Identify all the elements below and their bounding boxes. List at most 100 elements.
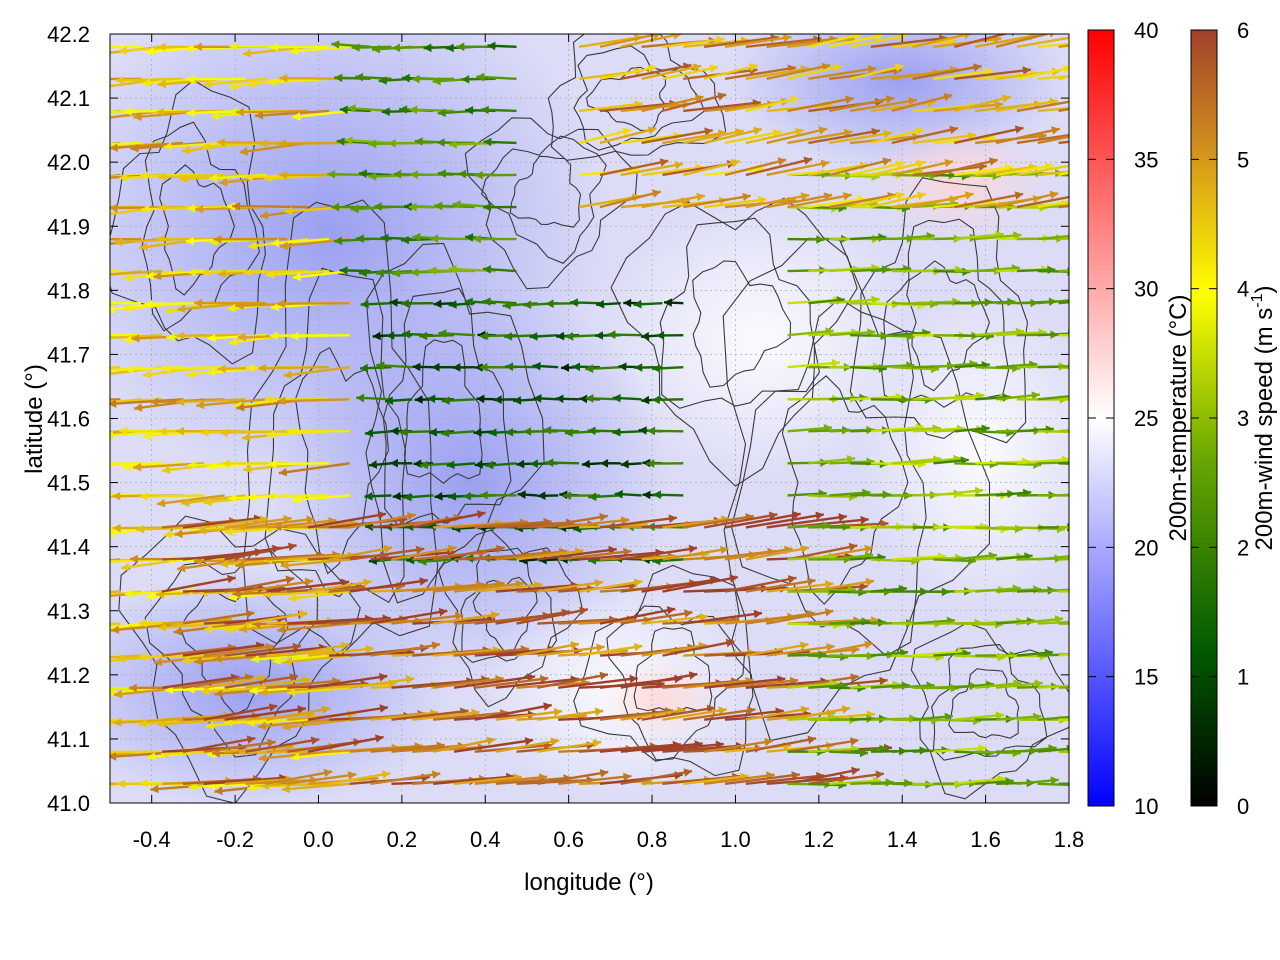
wind-label-main: 200m-wind speed (m s xyxy=(1251,308,1278,551)
wind-vector-head xyxy=(182,146,191,155)
wind-vector-head xyxy=(62,753,70,762)
wind-vector-head xyxy=(179,174,188,184)
wind-vector-head xyxy=(194,298,203,308)
wind-vector xyxy=(995,34,1052,48)
wind-vector-head xyxy=(579,606,588,616)
wind-vector-head xyxy=(145,47,154,56)
wind-vector xyxy=(1058,171,1069,177)
wind-vector-head xyxy=(358,169,367,178)
wind-vector xyxy=(272,654,330,663)
wind-vector xyxy=(787,706,851,721)
wind-vector-head xyxy=(543,702,552,711)
wind-vector xyxy=(599,743,681,753)
wind-vector xyxy=(266,707,331,721)
wind-vector-head xyxy=(753,609,762,619)
wind-vector xyxy=(558,676,638,689)
wind-vector-head xyxy=(355,72,364,82)
wind-vector-head xyxy=(545,458,554,467)
wind-vector xyxy=(933,489,984,497)
wind-vector-head xyxy=(412,362,421,372)
colorbar-tick-label: 15 xyxy=(1134,665,1158,690)
wind-vector-head xyxy=(237,332,246,342)
wind-vector xyxy=(870,128,925,145)
wind-vector xyxy=(975,330,1024,337)
wind-vector-head xyxy=(381,107,390,116)
wind-vector xyxy=(662,65,719,81)
wind-vector-head xyxy=(139,492,148,501)
wind-vector-head xyxy=(403,202,412,211)
wind-vector xyxy=(280,558,350,568)
wind-vector xyxy=(474,775,548,785)
wind-vector-head xyxy=(224,527,233,537)
wind-vector xyxy=(1037,555,1069,561)
wind-vector-head xyxy=(1014,125,1024,134)
wind-vector xyxy=(110,237,142,241)
wind-vector-head xyxy=(98,370,106,379)
wind-vector xyxy=(891,126,959,145)
wind-vector-head xyxy=(850,737,859,746)
wind-vector xyxy=(287,590,350,601)
wind-vector xyxy=(808,129,881,145)
wind-vector xyxy=(110,398,184,406)
wind-vector-head xyxy=(915,127,924,136)
wind-vector xyxy=(158,622,225,630)
wind-vector-head xyxy=(232,201,241,211)
wind-vector xyxy=(537,740,602,753)
wind-vector-head xyxy=(249,686,258,695)
wind-vector-head xyxy=(401,235,409,245)
wind-vector-head xyxy=(974,486,984,496)
wind-vector-head xyxy=(140,171,148,180)
wind-vector xyxy=(224,718,288,724)
wind-speed-colorbar-ticks: 0 1 2 3 4 5 6 xyxy=(1191,18,1249,819)
wind-vector-head xyxy=(483,202,491,212)
wind-vector-head xyxy=(656,331,665,340)
wind-vector xyxy=(704,198,767,209)
wind-vector-head xyxy=(279,170,288,180)
wind-vector xyxy=(266,580,350,593)
wind-vector-head xyxy=(129,554,138,564)
wind-vector-head xyxy=(543,425,552,435)
wind-vector-head xyxy=(363,578,372,587)
wind-vector xyxy=(724,35,792,49)
wind-vector-head xyxy=(225,625,234,634)
wind-vector xyxy=(307,616,391,625)
wind-vector-head xyxy=(214,689,223,698)
wind-vector xyxy=(724,678,799,689)
wind-vector xyxy=(891,67,959,81)
wind-label-sup: -1 xyxy=(1249,293,1266,307)
wind-vector-head xyxy=(647,64,657,74)
wind-vector xyxy=(828,34,884,48)
wind-vector-head xyxy=(165,685,174,695)
wind-vector xyxy=(224,577,295,593)
wind-vector xyxy=(641,615,708,625)
wind-vector-head xyxy=(563,491,571,500)
wind-vector-head xyxy=(207,367,216,377)
wind-vector xyxy=(620,769,693,785)
wind-vector xyxy=(995,331,1047,337)
wind-vector-head xyxy=(1123,195,1131,204)
wind-vector-head xyxy=(355,234,364,243)
wind-vector xyxy=(1058,782,1069,785)
wind-vector-head xyxy=(219,177,228,187)
wind-vector-head xyxy=(599,769,609,778)
wind-vector-head xyxy=(336,137,345,146)
wind-vector-head xyxy=(452,200,461,209)
wind-vector xyxy=(787,361,841,369)
contour-line xyxy=(849,177,1029,444)
wind-vector-head xyxy=(278,139,287,148)
wind-vector-head xyxy=(133,112,142,121)
wind-vector-head xyxy=(479,490,488,500)
wind-vector-head xyxy=(50,112,58,121)
wind-vector xyxy=(787,544,858,561)
wind-vector-head xyxy=(98,657,106,666)
wind-vector xyxy=(599,709,674,721)
wind-vector-head xyxy=(409,105,418,115)
wind-vector xyxy=(307,706,389,721)
wind-vector-head xyxy=(392,491,401,501)
wind-vector-head xyxy=(188,782,197,791)
wind-vector-head xyxy=(82,369,90,378)
wind-vector-head xyxy=(123,335,132,344)
wind-vector xyxy=(808,579,875,593)
wind-vector-head xyxy=(227,303,236,313)
wind-vector-head xyxy=(197,526,206,535)
